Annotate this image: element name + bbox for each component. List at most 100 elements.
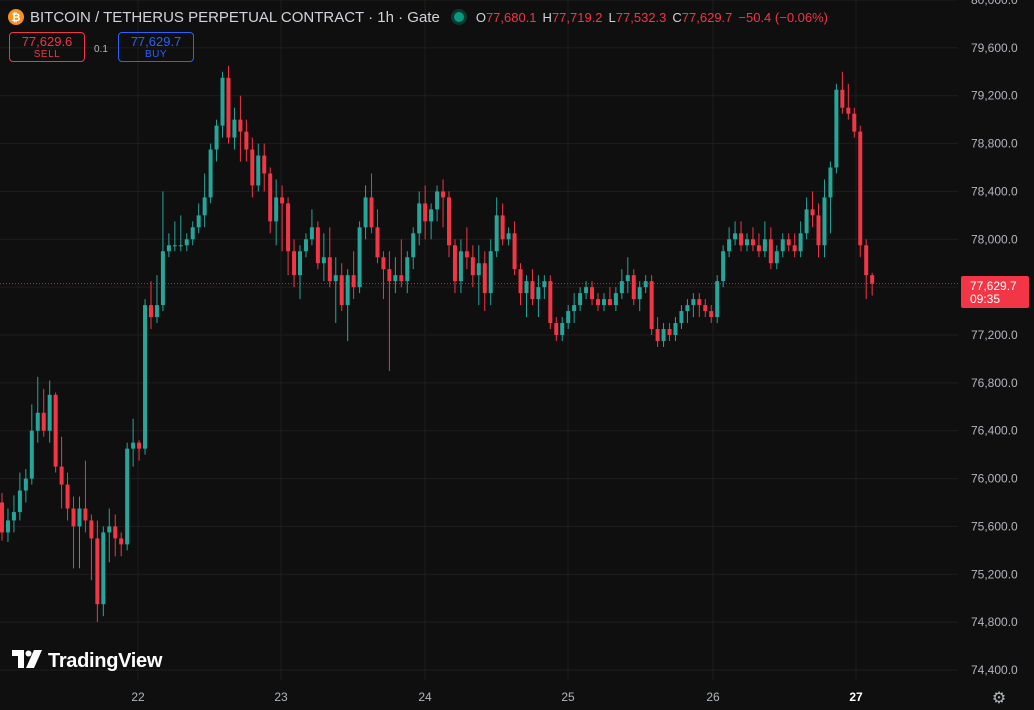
high-value: 77,719.2 — [551, 9, 603, 25]
candle — [512, 221, 517, 276]
candle-body — [178, 245, 183, 247]
y-tick-label: 80,000.0 — [971, 0, 1018, 7]
candle-body — [17, 490, 22, 513]
candle-body — [613, 293, 618, 306]
candle-body — [327, 257, 332, 282]
candle — [292, 239, 297, 288]
candle — [619, 269, 624, 300]
candle-body — [35, 412, 40, 431]
candle-body — [71, 508, 76, 527]
candle-body — [375, 227, 380, 258]
candle — [190, 221, 195, 246]
candle-body — [733, 233, 738, 240]
candle-body — [447, 197, 451, 246]
candle-body — [244, 131, 249, 150]
sell-label: SELL — [33, 49, 61, 60]
candle — [435, 185, 440, 222]
candle-body — [339, 275, 344, 306]
candle-body — [762, 239, 767, 252]
candle — [858, 125, 863, 258]
settings-gear-icon[interactable]: ⚙ — [991, 690, 1007, 707]
candle — [482, 251, 487, 312]
candle — [0, 492, 4, 541]
candle — [250, 137, 255, 198]
candle-body — [59, 466, 64, 485]
candle-body — [619, 281, 624, 294]
candle-body — [834, 89, 839, 168]
candle — [71, 496, 76, 569]
candle — [89, 514, 94, 581]
candle — [703, 299, 708, 318]
candle — [768, 227, 773, 270]
candle — [59, 436, 64, 509]
y-tick-label: 76,000.0 — [971, 472, 1018, 486]
candle-body — [768, 239, 773, 264]
candle-body — [536, 287, 541, 300]
buy-button[interactable]: 77,629.7 BUY — [118, 32, 194, 62]
candle — [643, 275, 648, 294]
candle — [429, 203, 434, 240]
candle — [101, 526, 106, 617]
candle-body — [172, 245, 177, 247]
candle-body — [184, 239, 189, 246]
candle — [864, 239, 869, 300]
candle — [321, 233, 326, 282]
candle-body — [476, 263, 481, 276]
candle — [375, 209, 380, 264]
candle-body — [721, 251, 726, 282]
candle — [679, 305, 684, 330]
candle — [214, 119, 219, 162]
candle-body — [852, 113, 857, 132]
candle-body — [596, 299, 600, 306]
candle-body — [429, 209, 434, 222]
candle-body — [298, 251, 302, 276]
candle-body — [333, 275, 338, 282]
candle — [560, 317, 565, 341]
candle — [119, 532, 124, 557]
candle-body — [810, 209, 815, 216]
candle — [363, 185, 368, 240]
candle — [542, 275, 547, 300]
candle-body — [572, 305, 577, 312]
candle-body — [667, 329, 672, 335]
candle-body — [387, 269, 392, 282]
x-tick-label: 22 — [131, 690, 145, 704]
candle-body — [286, 203, 291, 252]
candle — [393, 257, 398, 294]
candle — [828, 161, 833, 234]
candle-body — [405, 257, 410, 282]
candle-body — [131, 442, 136, 449]
candle — [804, 197, 809, 240]
time-axis[interactable]: 22 23 24 25 26 27 — [131, 690, 863, 704]
tradingview-logo[interactable]: TradingView — [12, 650, 162, 673]
candle-body — [417, 203, 422, 234]
sell-price: 77,629.6 — [21, 34, 73, 49]
symbol-title[interactable]: BITCOIN / TETHERUS PERPETUAL CONTRACT · … — [30, 8, 440, 26]
candle — [411, 227, 416, 270]
candle-body — [601, 299, 606, 306]
candle-body — [816, 215, 821, 246]
candle — [417, 191, 422, 246]
candle — [399, 239, 404, 288]
sell-button[interactable]: 77,629.6 SELL — [9, 32, 85, 62]
candle-body — [423, 203, 428, 222]
candle — [524, 275, 529, 318]
candle — [41, 388, 46, 437]
candle-body — [840, 89, 845, 108]
candle — [35, 376, 40, 443]
candle — [816, 203, 821, 258]
candle — [631, 269, 636, 306]
candle-body — [703, 305, 708, 312]
candle — [792, 233, 797, 258]
candle — [280, 185, 285, 252]
candle — [762, 221, 767, 258]
candle — [232, 107, 237, 150]
candle-body — [0, 502, 4, 533]
candle — [572, 293, 577, 324]
price-axis[interactable]: 74,400.0 74,800.0 75,200.0 75,600.0 76,000.0… — [971, 0, 1018, 677]
candle — [447, 191, 451, 258]
candle-body — [822, 197, 827, 246]
candle — [727, 227, 732, 258]
candle-body — [315, 227, 320, 264]
